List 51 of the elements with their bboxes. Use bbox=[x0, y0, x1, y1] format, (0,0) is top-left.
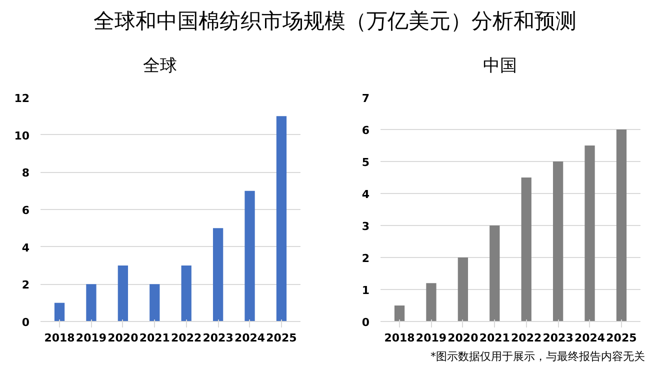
bar bbox=[212, 228, 224, 322]
y-tick-label: 2 bbox=[22, 278, 30, 292]
x-tick-label: 2023 bbox=[202, 332, 234, 344]
x-tick-label: 2022 bbox=[171, 332, 202, 344]
bar bbox=[616, 130, 627, 322]
x-tick-label: 2021 bbox=[139, 332, 170, 344]
y-tick-label: 5 bbox=[362, 156, 370, 169]
text: *图示数据仅用于展示，与最终报告内容无关 bbox=[430, 349, 645, 365]
bar bbox=[552, 162, 564, 322]
bar bbox=[584, 146, 595, 322]
x-tick-label: 2019 bbox=[416, 332, 447, 344]
bar bbox=[458, 258, 468, 322]
y-tick-label: 4 bbox=[362, 188, 370, 201]
x-tick-label: 2021 bbox=[479, 332, 510, 344]
x-tick-label: 2025 bbox=[266, 332, 297, 344]
bar bbox=[244, 190, 255, 322]
y-tick-label: 1 bbox=[362, 284, 370, 297]
y-tick-label: 3 bbox=[362, 220, 370, 233]
chart-title: 全球和中国棉纺织市场规模（万亿美元）分析和预测 bbox=[94, 8, 576, 35]
y-tick-label: 10 bbox=[14, 129, 30, 142]
y-tick-label: 0 bbox=[22, 316, 30, 329]
x-tick-label: 2023 bbox=[542, 332, 574, 344]
x-tick-label: 2024 bbox=[234, 332, 266, 344]
y-tick-label: 6 bbox=[362, 124, 370, 137]
y-tick-label: 4 bbox=[22, 241, 30, 254]
chart-subtitle: 中国 bbox=[483, 55, 517, 78]
y-tick-label: 0 bbox=[362, 316, 370, 329]
x-tick-label: 2018 bbox=[384, 332, 415, 344]
y-tick-label: 6 bbox=[22, 204, 30, 217]
bar bbox=[394, 306, 405, 322]
x-tick-label: 2020 bbox=[448, 332, 479, 344]
x-tick-label: 2018 bbox=[44, 332, 75, 344]
x-tick-label: 2019 bbox=[76, 332, 107, 344]
x-tick-label: 2025 bbox=[606, 332, 637, 344]
x-tick-label: 2020 bbox=[108, 332, 139, 344]
bar bbox=[150, 284, 160, 322]
y-tick-label: 12 bbox=[14, 92, 30, 105]
x-tick-label: 2024 bbox=[574, 332, 606, 344]
bar bbox=[521, 178, 532, 322]
bar bbox=[118, 266, 128, 322]
bar bbox=[426, 283, 436, 322]
chart-subtitle: 全球 bbox=[143, 55, 177, 78]
bar bbox=[54, 302, 65, 322]
y-tick-label: 7 bbox=[362, 92, 370, 105]
bar bbox=[181, 266, 192, 322]
y-tick-label: 2 bbox=[362, 252, 370, 265]
y-tick-label: 8 bbox=[22, 166, 30, 180]
bar bbox=[276, 116, 287, 322]
x-tick-label: 2022 bbox=[511, 332, 542, 344]
bar bbox=[86, 284, 96, 322]
bar bbox=[490, 226, 500, 322]
